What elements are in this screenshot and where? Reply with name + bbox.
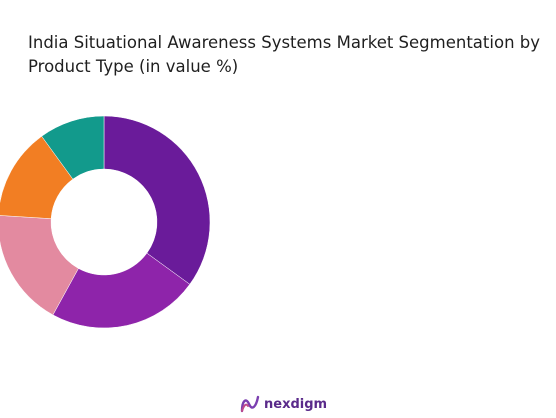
donut-slice [41, 115, 105, 180]
donut-slice [103, 115, 211, 285]
brand-name: nexdigm [264, 396, 328, 412]
chart-title: India Situational Awareness Systems Mark… [28, 33, 541, 76]
donut-slice [0, 215, 79, 316]
nexdigm-logo-icon [240, 395, 260, 413]
brand-logo: nexdigm [240, 395, 327, 413]
donut-slice [52, 252, 191, 329]
